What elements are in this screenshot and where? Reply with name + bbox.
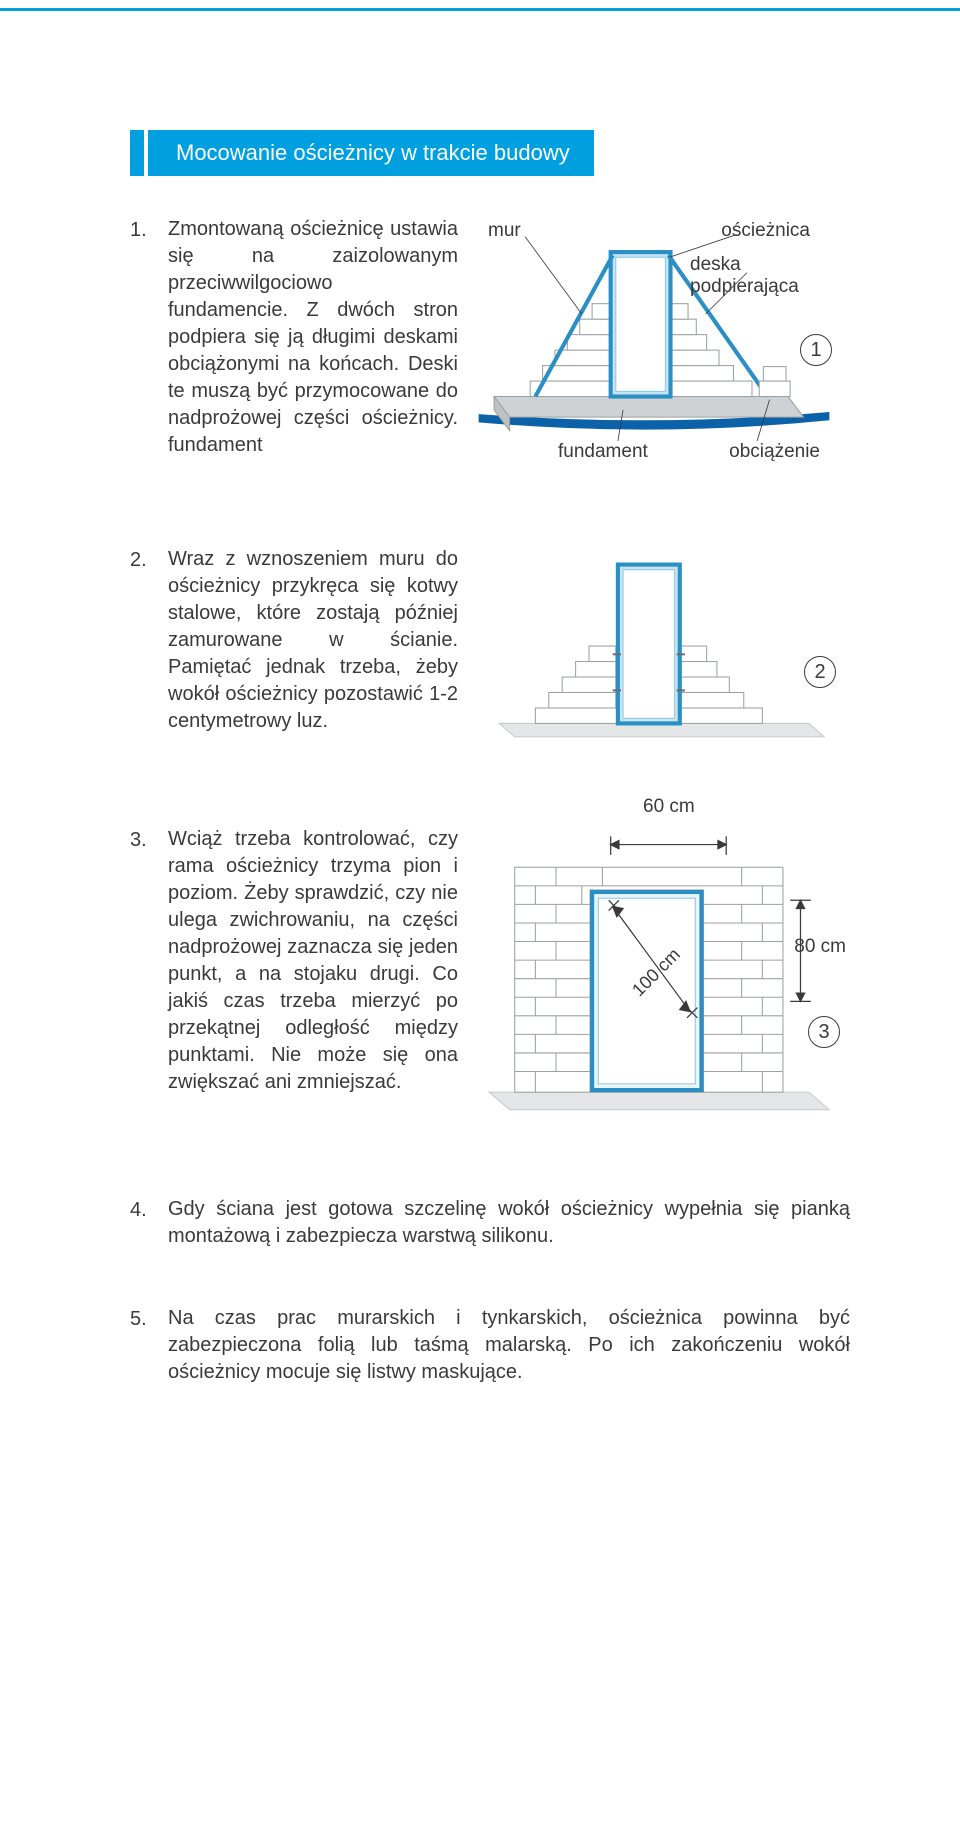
- dim-top: 60 cm: [643, 796, 695, 818]
- section-title-wrap: Mocowanie ościeżnicy w trakcie budowy: [130, 130, 850, 176]
- step-5-num: 5.: [130, 1305, 168, 1333]
- step-5-text: Na czas prac murarskich i tynkarskich, o…: [168, 1305, 850, 1386]
- step-2-figure: 2: [458, 546, 850, 756]
- step-3-num: 3.: [130, 826, 168, 854]
- step-1-num: 1.: [130, 216, 168, 244]
- label-obciazenie: obciążenie: [729, 441, 820, 463]
- label-oscieznica: ościeżnica: [721, 220, 810, 242]
- step-4-num: 4.: [130, 1196, 168, 1224]
- label-mur: mur: [488, 220, 521, 242]
- step-2-text: Wraz z wznoszeniem muru do ościeżnicy pr…: [168, 546, 458, 735]
- step-3: 3. Wciąż trzeba kontrolować, czy rama oś…: [130, 826, 850, 1126]
- fig2-svg: [458, 546, 850, 752]
- step-1: 1. Zmontowaną ościeżnicę ustawia się na …: [130, 216, 850, 476]
- label-deska: deska podpierająca: [690, 254, 810, 298]
- step-4-text: Gdy ściana jest gotowa szczelinę wokół o…: [168, 1196, 850, 1250]
- step-3-figure: 60 cm 80 cm 100 cm 3: [458, 826, 850, 1126]
- circle-3: 3: [808, 1016, 840, 1048]
- step-4: 4. Gdy ściana jest gotowa szczelinę wokó…: [130, 1196, 850, 1250]
- page-content: Mocowanie ościeżnicy w trakcie budowy 1.…: [0, 0, 960, 1386]
- circle-2: 2: [804, 656, 836, 688]
- top-rule: [0, 8, 960, 11]
- circle-1: 1: [800, 334, 832, 366]
- dim-side: 80 cm: [794, 936, 846, 958]
- step-5: 5. Na czas prac murarskich i tynkarskich…: [130, 1305, 850, 1386]
- label-fundament: fundament: [558, 441, 648, 463]
- step-3-text: Wciąż trzeba kontrolować, czy rama oście…: [168, 826, 458, 1096]
- step-2-num: 2.: [130, 546, 168, 574]
- step-1-text: Zmontowaną ościeżnicę ustawia się na zai…: [168, 216, 458, 459]
- section-title: Mocowanie ościeżnicy w trakcie budowy: [130, 130, 594, 176]
- step-1-figure: mur ościeżnica deska podpierająca 1 fund…: [458, 216, 850, 476]
- step-2: 2. Wraz z wznoszeniem muru do ościeżnicy…: [130, 546, 850, 756]
